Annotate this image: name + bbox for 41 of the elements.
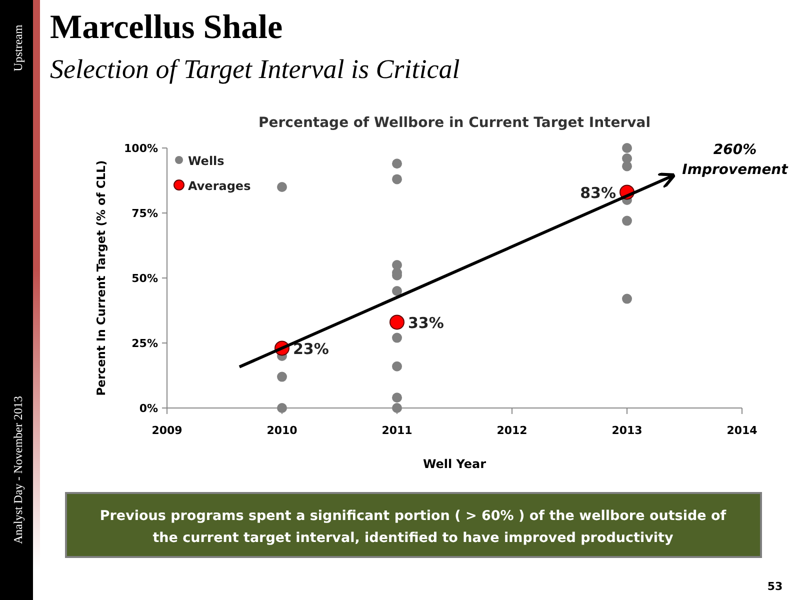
x-tick-label: 2011 [382,424,412,437]
text: 53 [767,580,783,593]
y-tick-label: 0% [139,402,158,415]
y-tick-label: 100% [124,142,158,155]
point [622,161,632,172]
y-axis-title: Percent In Current Target (% of CLL) [94,160,108,396]
point [392,361,402,372]
legend-label: Wells [188,154,224,168]
y-tick-label: 25% [132,337,158,350]
text: Analyst Day - November 2013 [11,396,25,544]
text: Upstream [11,24,25,72]
point [277,182,287,192]
point [277,372,287,382]
point [392,158,402,169]
annotation: 260% Improvement [682,142,790,178]
x-tick-label: 2010 [266,424,298,437]
x-tick-label: 2009 [152,424,182,437]
data-label: 23% [293,340,329,358]
point [392,286,402,296]
x-tick-label: 2014 [726,424,758,437]
data-label: 83% [580,184,616,202]
point [277,403,287,413]
x-tick-label: 2012 [496,424,528,437]
point [622,294,632,304]
point [392,174,402,184]
text: Previous programs spent a significant portion ( > 60% ) of the wellbore outside of the current target interval, identified to have improved productivity [100,508,726,546]
point [390,314,404,330]
x-axis-title: Well Year [422,457,486,471]
point [392,332,402,343]
y-tick-label: 75% [132,207,158,220]
point [622,143,632,153]
text: Percentage of Wellbore in Current Target Interval [258,115,651,131]
legend-label: Averages [188,179,251,193]
data-label: 33% [408,314,444,332]
point [622,216,632,226]
y-tick-label: 50% [132,272,158,285]
point [392,403,402,413]
chart-title: Marcellus Shale [50,9,283,46]
x-tick-label: 2013 [612,424,642,437]
point [392,392,402,403]
chart-subtitle: Selection of Target Interval is Critical [50,54,460,84]
